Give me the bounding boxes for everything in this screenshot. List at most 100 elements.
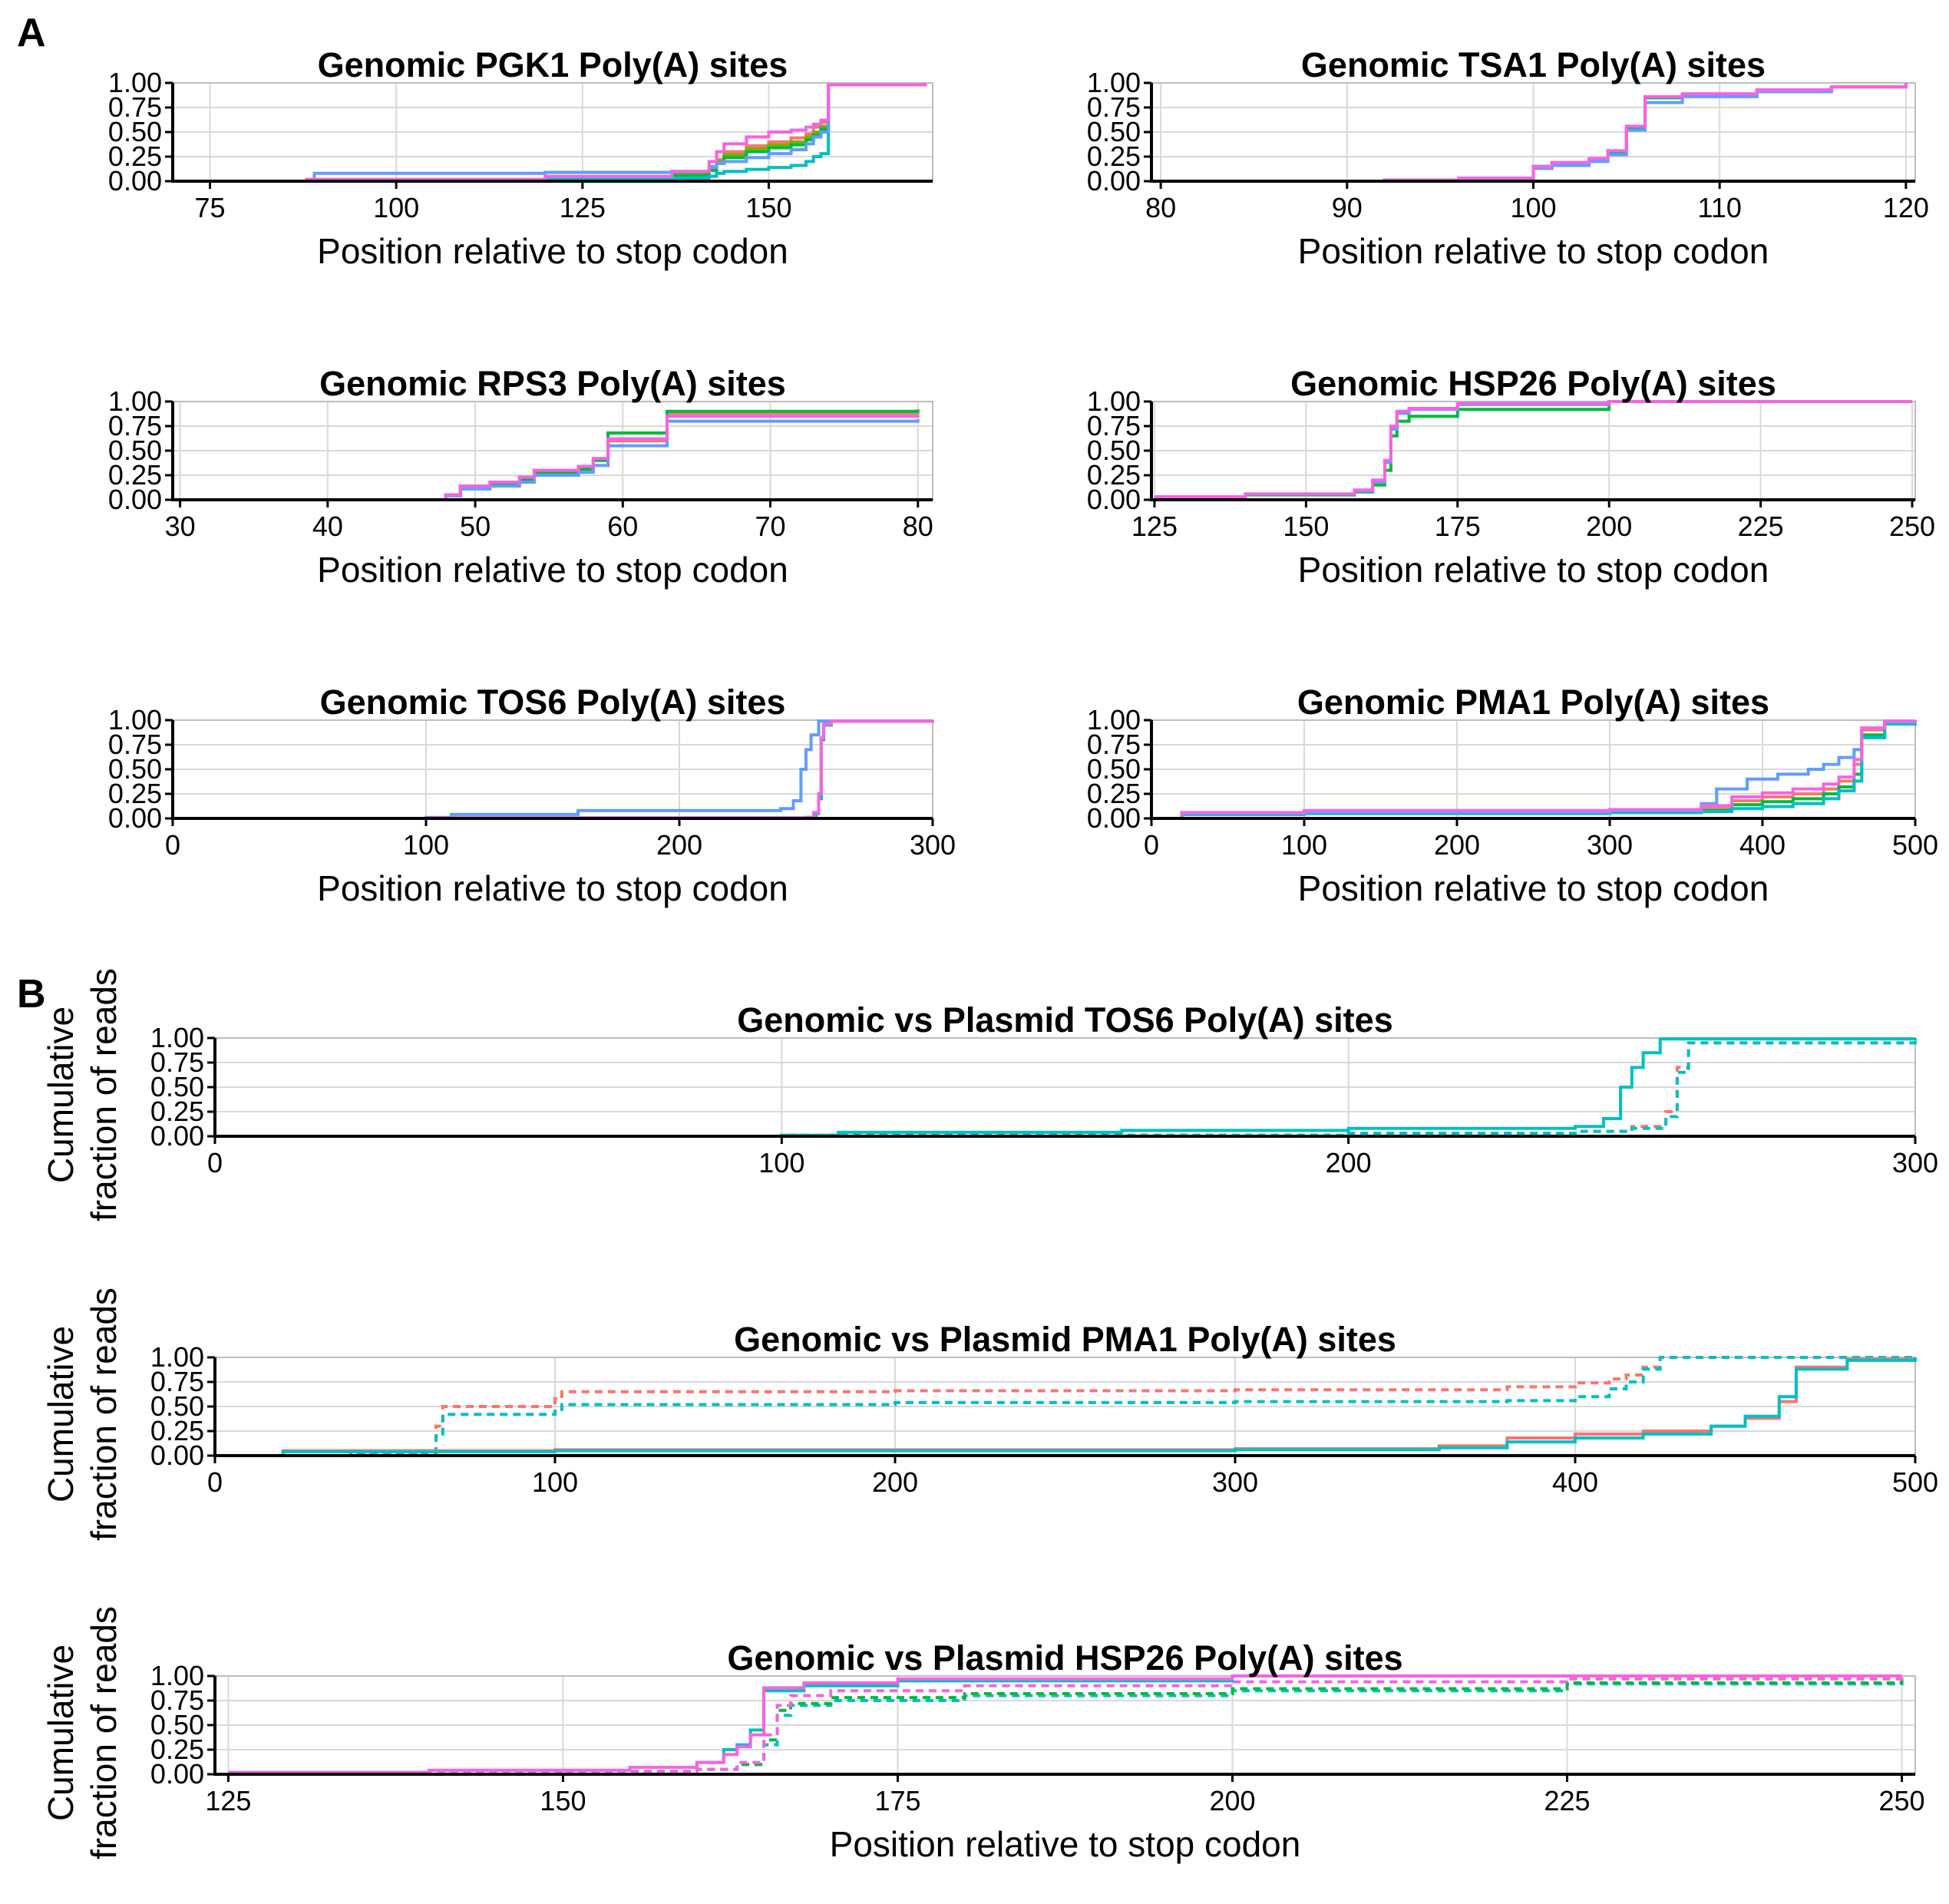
- y-tick-label: 1.00: [1087, 704, 1141, 735]
- x-tick-label: 60: [607, 511, 638, 542]
- x-tick-label: 70: [755, 511, 786, 542]
- y-tick-label: 0.00: [108, 802, 162, 834]
- x-tick-label: 75: [195, 192, 226, 223]
- y-tick-label: 0.75: [150, 1046, 204, 1078]
- y-tick-label: 1.00: [108, 67, 162, 98]
- chart-panel: 0.000.250.500.751.00 125 150 175 200 225 250 Ge…: [1087, 364, 1935, 590]
- chart-title: Genomic TOS6 Poly(A) sites: [320, 683, 786, 722]
- x-tick-label: 300: [1212, 1466, 1258, 1498]
- y-tick-label: 0.50: [108, 753, 162, 785]
- x-tick-label: 125: [205, 1785, 251, 1816]
- x-tick-label: 200: [1326, 1147, 1372, 1178]
- x-tick-label: 125: [560, 192, 606, 223]
- y-tick-label: 0.75: [150, 1684, 204, 1716]
- y-tick-label: 0.25: [150, 1096, 204, 1127]
- y-tick-label: 0.25: [1087, 778, 1141, 809]
- y-tick-label: 0.25: [150, 1415, 204, 1446]
- x-axis-label: Position relative to stop codon: [1298, 231, 1769, 271]
- y-tick-label: 1.00: [1087, 385, 1141, 417]
- chart-title: Genomic vs Plasmid TOS6 Poly(A) sites: [737, 1000, 1392, 1040]
- y-tick-label: 0.50: [1087, 753, 1141, 785]
- x-axis-label: Position relative to stop codon: [1298, 868, 1769, 908]
- series-line: [173, 83, 927, 183]
- series-line: [215, 1037, 1917, 1138]
- x-tick-label: 150: [1283, 511, 1329, 542]
- y-axis-label: Cumulativefraction of reads: [41, 1606, 124, 1859]
- x-tick-label: 100: [403, 829, 449, 861]
- y-tick-label: 0.00: [1087, 484, 1141, 515]
- chart-panel: 0.000.250.500.751.00 75 100 125 150 Genomic P…: [108, 45, 933, 271]
- x-tick-label: 300: [910, 829, 956, 861]
- y-tick-label: 0.75: [1087, 729, 1141, 760]
- y-tick-label: 0.75: [1087, 410, 1141, 441]
- series-line: [180, 409, 920, 501]
- x-tick-label: 100: [373, 192, 419, 223]
- y-tick-label: 1.00: [108, 704, 162, 735]
- x-tick-label: 175: [1435, 511, 1481, 542]
- x-tick-label: 400: [1552, 1466, 1598, 1498]
- y-axis-label: Cumulativefraction of reads: [41, 1288, 124, 1541]
- chart-title: Genomic TSA1 Poly(A) sites: [1301, 45, 1766, 84]
- series-line: [1154, 400, 1913, 499]
- x-tick-label: 300: [1587, 829, 1633, 861]
- y-tick-label: 0.50: [150, 1390, 204, 1422]
- y-tick-label: 0.75: [108, 410, 162, 441]
- y-tick-label: 0.25: [1087, 140, 1141, 172]
- y-tick-label: 0.25: [108, 778, 162, 809]
- series-line: [215, 1357, 1917, 1457]
- x-axis-label: Position relative to stop codon: [317, 231, 788, 271]
- x-tick-label: 150: [745, 192, 791, 223]
- y-tick-label: 0.00: [150, 1758, 204, 1790]
- y-tick-label: 0.50: [150, 1071, 204, 1102]
- series-line: [228, 1674, 1902, 1774]
- y-tick-label: 0.00: [150, 1440, 204, 1471]
- y-tick-label: 0.25: [108, 140, 162, 172]
- y-axis-label: Cumulativefraction of reads: [41, 968, 124, 1221]
- series-line: [180, 415, 920, 501]
- series-line: [228, 1676, 1904, 1775]
- series-line: [1154, 400, 1913, 500]
- x-tick-label: 0: [207, 1466, 223, 1498]
- x-tick-label: 400: [1739, 829, 1785, 861]
- y-tick-label: 0.00: [108, 484, 162, 515]
- x-tick-label: 0: [207, 1147, 223, 1178]
- y-tick-label: 0.50: [1087, 435, 1141, 466]
- x-tick-label: 50: [460, 511, 491, 542]
- chart-title: Genomic vs Plasmid PMA1 Poly(A) sites: [734, 1320, 1396, 1359]
- series-line: [1154, 400, 1913, 499]
- y-tick-label: 0.75: [108, 729, 162, 760]
- chart-panel: 0.000.250.500.751.00 0 100 200 300 400 500 Geno…: [41, 1288, 1938, 1541]
- y-tick-label: 0.00: [1087, 802, 1141, 834]
- x-tick-label: 250: [1889, 511, 1935, 542]
- x-tick-label: 200: [1586, 511, 1632, 542]
- x-tick-label: 200: [656, 829, 702, 861]
- y-tick-label: 0.75: [1087, 91, 1141, 123]
- x-tick-label: 30: [165, 511, 196, 542]
- chart-panel: 0.000.250.500.751.00 80 90 100 110 120 Genomic…: [1087, 45, 1929, 271]
- chart-title: Genomic PMA1 Poly(A) sites: [1297, 683, 1769, 722]
- x-tick-label: 200: [1434, 829, 1480, 861]
- panel-label-b: B: [17, 972, 46, 1016]
- x-tick-label: 225: [1738, 511, 1784, 542]
- x-tick-label: 80: [903, 511, 933, 542]
- chart-panel: 0.000.250.500.751.00 30 40 50 60 70 80 Genomic …: [108, 364, 933, 590]
- x-tick-label: 0: [165, 829, 180, 861]
- series-line: [215, 1356, 1915, 1457]
- x-tick-label: 500: [1892, 1466, 1938, 1498]
- x-tick-label: 150: [540, 1785, 586, 1816]
- y-tick-label: 0.50: [150, 1709, 204, 1740]
- chart-panel: 0.000.250.500.751.00 125 150 175 200 225 250 Ge…: [41, 1606, 1925, 1864]
- y-tick-label: 0.75: [108, 91, 162, 123]
- y-tick-label: 0.25: [150, 1734, 204, 1765]
- y-tick-label: 1.00: [150, 1341, 204, 1373]
- series-line: [1161, 83, 1908, 183]
- x-tick-label: 250: [1879, 1785, 1925, 1816]
- y-tick-label: 0.50: [108, 116, 162, 147]
- panel-label-a: A: [17, 11, 46, 55]
- chart-panel: 0.000.250.500.751.00 0 100 200 300 Genomic vs…: [41, 968, 1938, 1221]
- x-tick-label: 100: [1281, 829, 1327, 861]
- x-axis-label: Position relative to stop codon: [317, 550, 788, 590]
- x-tick-label: 200: [872, 1466, 918, 1498]
